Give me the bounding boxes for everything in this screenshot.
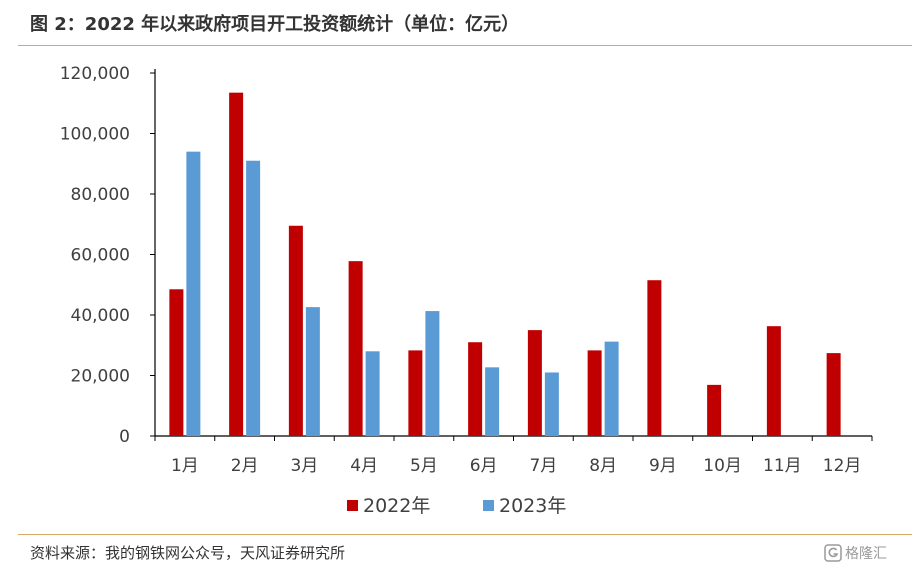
x-tick-label: 7月 (529, 456, 557, 476)
bar-2023 (485, 367, 500, 436)
bar-2023 (604, 341, 619, 436)
x-tick-label: 4月 (350, 456, 378, 476)
x-tick-label: 1月 (171, 456, 199, 476)
bar-2022 (587, 350, 602, 436)
y-tick-label: 20,000 (71, 367, 130, 387)
bar-2023 (186, 151, 201, 436)
bar-2022 (527, 330, 542, 436)
legend-label-2022: 2022年 (363, 495, 430, 517)
bar-2023 (365, 351, 380, 436)
bar-2023 (246, 160, 261, 436)
x-tick-label: 8月 (589, 456, 617, 476)
bar-2022 (288, 225, 303, 436)
y-tick-label: 60,000 (71, 246, 130, 266)
bar-2022 (468, 342, 483, 436)
g-logo-icon (824, 544, 842, 562)
bar-2022 (647, 280, 662, 436)
source-note: 资料来源：我的钢铁网公众号，天风证券研究所 (30, 544, 346, 562)
x-tick-label: 12月 (823, 456, 862, 476)
bar-2022 (169, 289, 184, 436)
watermark-label: 格隆汇 (845, 546, 887, 562)
x-tick-label: 3月 (290, 456, 318, 476)
y-tick-label: 100,000 (60, 125, 130, 145)
footer-divider (18, 534, 912, 535)
bar-2022 (348, 261, 363, 436)
bar-2023 (305, 307, 320, 436)
legend-label-2023: 2023年 (499, 495, 566, 517)
title-divider (18, 45, 912, 46)
y-tick-label: 80,000 (71, 185, 130, 205)
watermark: 格隆汇 (824, 541, 887, 565)
x-tick-label: 10月 (703, 456, 742, 476)
legend-swatch-2023 (483, 500, 494, 511)
bar-chart: 0 20,000 40,000 60,000 80,000 100,000 120,000 1… (60, 64, 873, 517)
legend-swatch-2022 (347, 500, 358, 511)
y-tick-label: 40,000 (71, 306, 130, 326)
x-tick-label: 6月 (470, 456, 498, 476)
bar-2023 (425, 311, 440, 436)
bar-2022 (766, 326, 781, 436)
x-tick-label: 11月 (763, 456, 802, 476)
bar-2022 (826, 353, 841, 436)
y-tick-label: 120,000 (60, 64, 130, 84)
y-tick-label: 0 (119, 427, 130, 447)
x-tick-label: 9月 (649, 456, 677, 476)
bar-2022 (707, 384, 722, 436)
bar-2022 (408, 350, 423, 436)
chart-title: 图 2：2022 年以来政府项目开工投资额统计（单位：亿元） (30, 14, 520, 35)
bar-2022 (229, 92, 244, 436)
x-tick-label: 2月 (231, 456, 259, 476)
x-tick-label: 5月 (410, 456, 438, 476)
bar-2023 (544, 372, 559, 436)
